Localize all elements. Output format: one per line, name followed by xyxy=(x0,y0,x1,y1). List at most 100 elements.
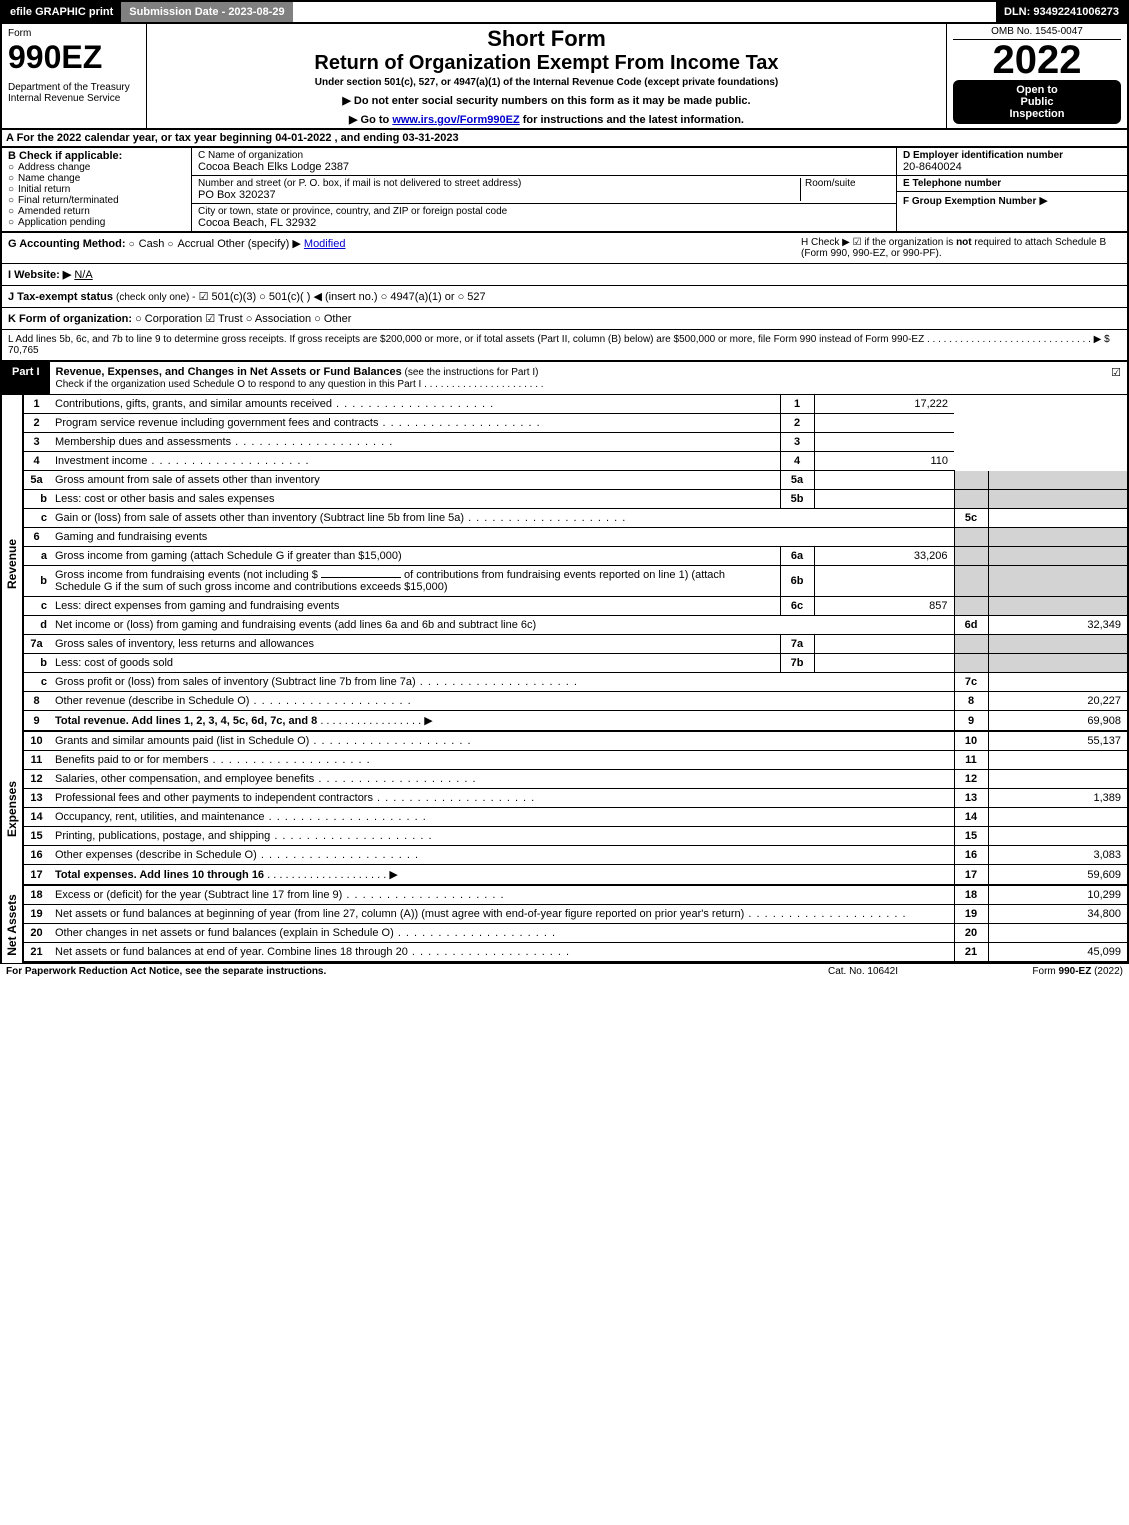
g-cash[interactable]: Cash xyxy=(129,238,165,250)
line-8: 8Other revenue (describe in Schedule O)8… xyxy=(23,692,1128,711)
line-4: 4Investment income4110 xyxy=(23,452,1128,471)
j-options: ☑ 501(c)(3) ○ 501(c)( ) ◀ (insert no.) ○… xyxy=(199,291,486,303)
dept-treasury: Department of the Treasury xyxy=(8,82,140,93)
org-city: Cocoa Beach, FL 32932 xyxy=(198,217,890,229)
return-title: Return of Organization Exempt From Incom… xyxy=(153,52,940,75)
l-row: L Add lines 5b, 6c, and 7b to line 9 to … xyxy=(0,330,1129,362)
h-not: not xyxy=(956,237,972,248)
open-public-box: Open to Public Inspection xyxy=(953,80,1121,124)
goto-line: ▶ Go to www.irs.gov/Form990EZ for instru… xyxy=(153,113,940,126)
netassets-vert-label: Net Assets xyxy=(0,886,22,963)
line-6b: bGross income from fundraising events (n… xyxy=(23,566,1128,597)
form-number: 990EZ xyxy=(8,39,140,76)
box-c: C Name of organization Cocoa Beach Elks … xyxy=(192,148,897,231)
h-block: H Check ▶ ☑ if the organization is not r… xyxy=(801,237,1121,259)
tax-year: 2022 xyxy=(953,40,1121,80)
g-label: G Accounting Method: xyxy=(8,238,126,250)
info-grid: B Check if applicable: Address change Na… xyxy=(0,148,1129,233)
short-form-title: Short Form xyxy=(153,26,940,52)
org-name: Cocoa Beach Elks Lodge 2387 xyxy=(198,161,890,173)
chk-address-change[interactable]: Address change xyxy=(8,162,185,173)
box-def: D Employer identification number 20-8640… xyxy=(897,148,1127,231)
line-19: 19Net assets or fund balances at beginni… xyxy=(23,905,1128,924)
irs-link[interactable]: www.irs.gov/Form990EZ xyxy=(392,114,519,126)
line-14: 14Occupancy, rent, utilities, and mainte… xyxy=(23,808,1128,827)
line-6d: dNet income or (loss) from gaming and fu… xyxy=(23,616,1128,635)
k-label: K Form of organization: xyxy=(8,313,132,325)
goto-prefix: ▶ Go to xyxy=(349,114,392,126)
part1-title: Revenue, Expenses, and Changes in Net As… xyxy=(50,362,1105,394)
g-other-value: Modified xyxy=(304,238,346,250)
do-not-ssn: ▶ Do not enter social security numbers o… xyxy=(153,94,940,107)
line-10: 10Grants and similar amounts paid (list … xyxy=(23,732,1128,751)
line-18: 18Excess or (deficit) for the year (Subt… xyxy=(23,886,1128,905)
k-options: ○ Corporation ☑ Trust ○ Association ○ Ot… xyxy=(135,313,351,325)
k-row: K Form of organization: ○ Corporation ☑ … xyxy=(0,308,1129,330)
website-value: N/A xyxy=(74,269,474,281)
expenses-section: Expenses 10Grants and similar amounts pa… xyxy=(0,732,1129,886)
irs-label: Internal Revenue Service xyxy=(8,93,140,104)
j-label: J Tax-exempt status xyxy=(8,291,113,303)
revenue-table: 1Contributions, gifts, grants, and simil… xyxy=(22,395,1129,732)
year-block: OMB No. 1545-0047 2022 Open to Public In… xyxy=(947,24,1127,128)
line-5c: cGain or (loss) from sale of assets othe… xyxy=(23,509,1128,528)
h-text2: required to attach Schedule B xyxy=(972,237,1107,248)
part1-sub: (see the instructions for Part I) xyxy=(402,367,539,378)
i-label: I Website: ▶ xyxy=(8,269,71,281)
c-addr-label: Number and street (or P. O. box, if mail… xyxy=(198,178,800,189)
line-12: 12Salaries, other compensation, and empl… xyxy=(23,770,1128,789)
form-label: Form xyxy=(8,28,140,39)
open-line2: Public xyxy=(957,96,1117,108)
f-arrow: ▶ xyxy=(1039,195,1047,207)
box-b: B Check if applicable: Address change Na… xyxy=(2,148,192,231)
form-header: Form 990EZ Department of the Treasury In… xyxy=(0,24,1129,130)
dln: DLN: 93492241006273 xyxy=(996,2,1127,22)
org-address: PO Box 320237 xyxy=(198,189,800,201)
revenue-section: Revenue 1Contributions, gifts, grants, a… xyxy=(0,395,1129,732)
line-7b: bLess: cost of goods sold7b xyxy=(23,654,1128,673)
line-17: 17Total expenses. Add lines 10 through 1… xyxy=(23,865,1128,886)
chk-name-change[interactable]: Name change xyxy=(8,173,185,184)
line-6c: cLess: direct expenses from gaming and f… xyxy=(23,597,1128,616)
submission-date: Submission Date - 2023-08-29 xyxy=(121,2,292,22)
chk-final-return[interactable]: Final return/terminated xyxy=(8,195,185,206)
part1-checkbox[interactable]: ☑ xyxy=(1105,362,1127,394)
chk-initial-return[interactable]: Initial return xyxy=(8,184,185,195)
line-6a: aGross income from gaming (attach Schedu… xyxy=(23,547,1128,566)
line-9: 9Total revenue. Add lines 1, 2, 3, 4, 5c… xyxy=(23,711,1128,732)
line-13: 13Professional fees and other payments t… xyxy=(23,789,1128,808)
h-text1: H Check ▶ ☑ if the organization is xyxy=(801,237,956,248)
footer-catno: Cat. No. 10642I xyxy=(763,966,963,977)
line-1: 1Contributions, gifts, grants, and simil… xyxy=(23,395,1128,414)
g-block: G Accounting Method: Cash Accrual Other … xyxy=(8,237,801,259)
part1-tab: Part I xyxy=(2,362,50,394)
page-footer: For Paperwork Reduction Act Notice, see … xyxy=(0,963,1129,979)
part1-check-line: Check if the organization used Schedule … xyxy=(56,379,544,390)
e-label: E Telephone number xyxy=(903,178,1121,189)
netassets-section: Net Assets 18Excess or (deficit) for the… xyxy=(0,886,1129,963)
chk-application-pending[interactable]: Application pending xyxy=(8,217,185,228)
h-text3: (Form 990, 990-EZ, or 990-PF). xyxy=(801,248,942,259)
chk-amended-return[interactable]: Amended return xyxy=(8,206,185,217)
line-2: 2Program service revenue including gover… xyxy=(23,414,1128,433)
line-11: 11Benefits paid to or for members11 xyxy=(23,751,1128,770)
line-7a: 7aGross sales of inventory, less returns… xyxy=(23,635,1128,654)
expenses-table: 10Grants and similar amounts paid (list … xyxy=(22,732,1129,886)
expenses-vert-label: Expenses xyxy=(0,732,22,886)
line-5a: 5aGross amount from sale of assets other… xyxy=(23,471,1128,490)
c-city-label: City or town, state or province, country… xyxy=(198,206,890,217)
i-row: I Website: ▶ N/A xyxy=(0,264,1129,286)
line-21: 21Net assets or fund balances at end of … xyxy=(23,943,1128,963)
footer-right: Form 990-EZ (2022) xyxy=(963,966,1123,977)
gh-row: G Accounting Method: Cash Accrual Other … xyxy=(0,233,1129,264)
under-section: Under section 501(c), 527, or 4947(a)(1)… xyxy=(153,77,940,88)
title-block: Short Form Return of Organization Exempt… xyxy=(147,24,947,128)
netassets-table: 18Excess or (deficit) for the year (Subt… xyxy=(22,886,1129,963)
j-row: J Tax-exempt status (check only one) - ☑… xyxy=(0,286,1129,308)
part1-title-text: Revenue, Expenses, and Changes in Net As… xyxy=(56,366,402,378)
efile-label: efile GRAPHIC print xyxy=(2,2,121,22)
g-accrual[interactable]: Accrual xyxy=(167,238,214,250)
open-line1: Open to xyxy=(957,84,1117,96)
goto-suffix: for instructions and the latest informat… xyxy=(520,114,744,126)
footer-left: For Paperwork Reduction Act Notice, see … xyxy=(6,966,763,977)
